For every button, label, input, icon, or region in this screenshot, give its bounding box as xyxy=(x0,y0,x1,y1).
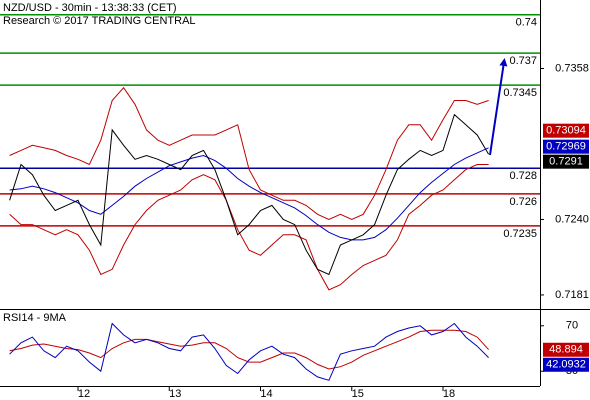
series-line xyxy=(9,147,489,241)
x-tick-label: 18 xyxy=(443,388,455,400)
value-box xyxy=(543,139,589,154)
level-label: 0.737 xyxy=(509,55,537,67)
value-box xyxy=(543,357,589,372)
x-tick-label: 12 xyxy=(78,388,90,400)
value-box-label: 42.0932 xyxy=(546,359,586,371)
rsi-title: RSI14 - 9MA xyxy=(3,312,67,324)
forecast-arrow xyxy=(489,58,508,156)
series-line xyxy=(9,322,489,381)
chart-title: NZD/USD - 30min - 13:38:33 (CET) xyxy=(3,2,177,14)
plot-area xyxy=(0,0,540,386)
x-tick-label: 14 xyxy=(260,388,272,400)
value-box-label: 0.7291 xyxy=(549,156,583,168)
value-box-label: 48.894 xyxy=(549,344,583,356)
y-tick-label: 0.7181 xyxy=(555,289,589,301)
series-line xyxy=(9,86,489,221)
x-tick-label: 15 xyxy=(352,388,364,400)
chart-subtitle: Research © 2017 TRADING CENTRAL xyxy=(3,15,196,27)
series-line xyxy=(9,329,489,370)
value-box xyxy=(543,342,589,357)
value-box xyxy=(543,123,589,138)
level-label: 0.74 xyxy=(516,17,537,29)
level-label: 0.7235 xyxy=(503,228,537,240)
y-tick-label: 0.7358 xyxy=(555,62,589,74)
level-label: 0.726 xyxy=(509,196,537,208)
level-label: 0.7345 xyxy=(503,87,537,99)
level-label: 0.728 xyxy=(509,170,537,182)
value-box xyxy=(543,154,589,169)
value-box-label: 0.73094 xyxy=(546,125,586,137)
y-tick-label: 0.7240 xyxy=(555,213,589,225)
series-line xyxy=(9,113,490,276)
series-line xyxy=(9,164,489,291)
value-box-label: 0.72969 xyxy=(546,141,586,153)
x-tick-label: 13 xyxy=(169,388,181,400)
y-tick-label: 70 xyxy=(566,320,578,332)
